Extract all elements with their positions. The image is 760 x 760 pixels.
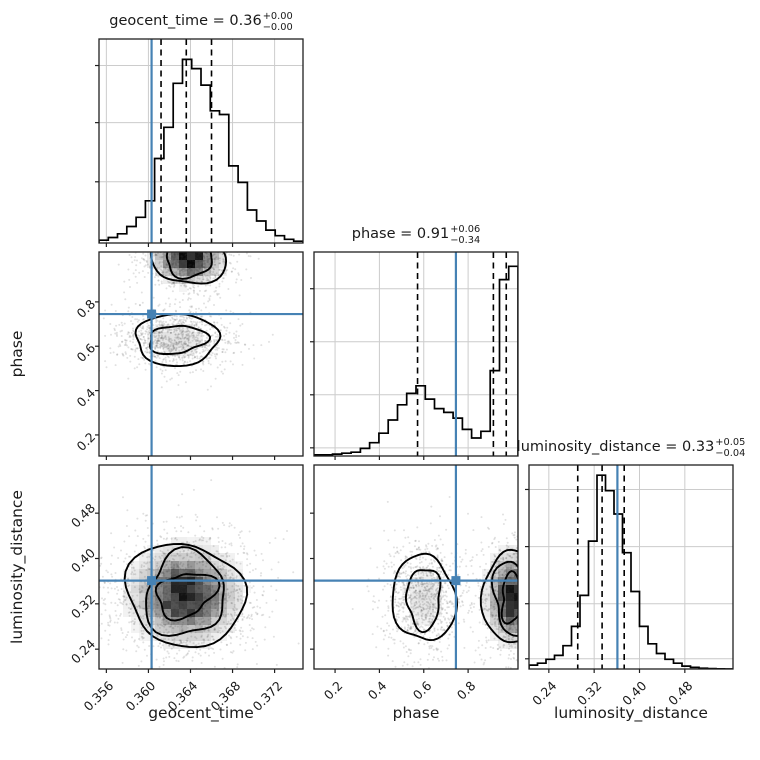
panel-geocent_time-luminosity_distance — [99, 465, 303, 669]
panel-title-phase: phase = 0.91 +0.06 −0.34 — [351, 224, 481, 247]
title-minus-error: −0.04 — [715, 448, 746, 459]
panel-phase — [314, 252, 518, 456]
title-plus-error: +0.06 — [450, 224, 481, 235]
x-axis-label-geocent-time: geocent_time — [148, 704, 254, 722]
title-plus-error: +0.05 — [715, 437, 746, 448]
panel-geocent_time-phase — [99, 252, 303, 456]
title-uncertainty: +0.06 −0.34 — [450, 224, 481, 247]
title-minus-error: −0.34 — [450, 235, 481, 246]
title-uncertainty: +0.05 −0.04 — [715, 437, 746, 460]
y-axis-label-phase: phase — [8, 330, 26, 378]
x-axis-label-phase: phase — [392, 704, 440, 722]
panel-phase-luminosity_distance — [314, 465, 518, 669]
title-text: geocent_time = 0.36 — [109, 13, 262, 30]
title-text: luminosity_distance = 0.33 — [516, 439, 715, 456]
title-uncertainty: +0.00 −0.00 — [262, 11, 293, 34]
x-axis-label-luminosity-distance: luminosity_distance — [554, 704, 708, 722]
title-plus-error: +0.00 — [262, 11, 293, 22]
y-axis-label-luminosity-distance: luminosity_distance — [8, 490, 26, 644]
title-minus-error: −0.00 — [262, 22, 293, 33]
panel-luminosity_distance — [529, 465, 733, 669]
title-text: phase = 0.91 — [351, 226, 450, 243]
panel-geocent_time — [99, 39, 303, 243]
panel-title-luminosity-distance: luminosity_distance = 0.33 +0.05 −0.04 — [516, 437, 746, 460]
panel-title-geocent-time: geocent_time = 0.36 +0.00 −0.00 — [109, 11, 293, 34]
